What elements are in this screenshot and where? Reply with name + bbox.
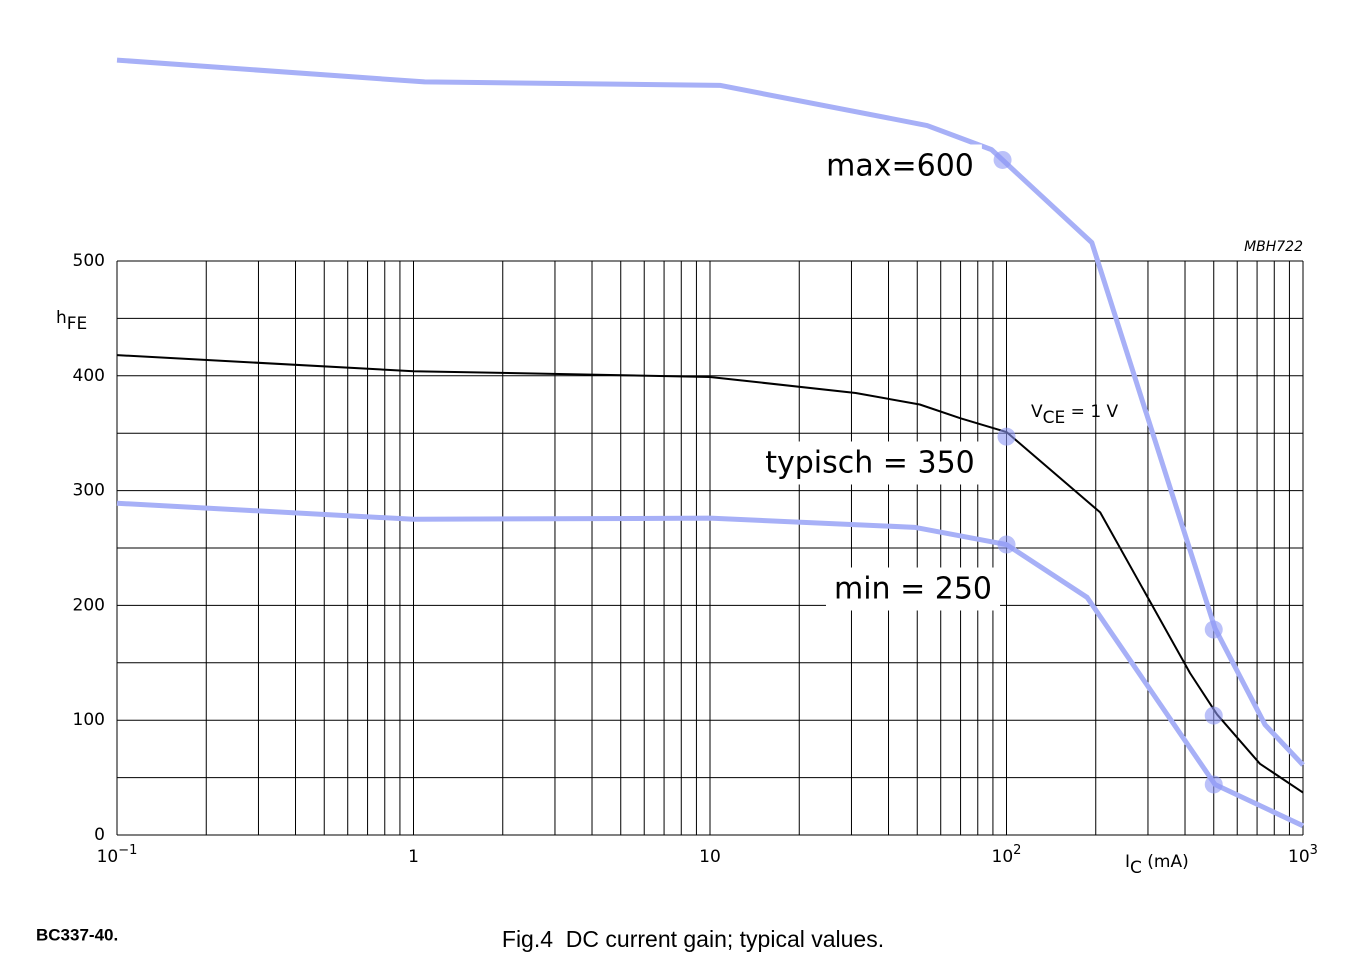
figure-code: MBH722 bbox=[1244, 239, 1303, 255]
series-label: min = 250 bbox=[834, 572, 992, 607]
label-bg bbox=[757, 441, 983, 485]
marker bbox=[1204, 620, 1223, 639]
label-bg bbox=[818, 144, 982, 188]
marker bbox=[997, 535, 1016, 554]
series-label: typisch = 350 bbox=[765, 446, 975, 481]
x-tick-label: 10−1 bbox=[97, 843, 138, 868]
condition-label: VCE = 1 V bbox=[1031, 402, 1119, 428]
y-tick-label: 400 bbox=[73, 366, 105, 386]
series-line bbox=[116, 57, 1305, 767]
label-bg bbox=[825, 567, 1001, 611]
y-axis-label: hFE bbox=[56, 308, 87, 334]
x-tick-label: 10 bbox=[699, 847, 721, 867]
series-label: max=600 bbox=[826, 149, 974, 184]
series-line bbox=[116, 354, 1304, 794]
x-tick-label: 103 bbox=[1288, 843, 1318, 868]
x-tick-base: 10 bbox=[97, 847, 119, 867]
y-tick-label: 300 bbox=[73, 481, 105, 501]
y-tick-label: 0 bbox=[94, 825, 105, 845]
x-axis-label: IC (mA) bbox=[1125, 852, 1189, 878]
label-bg bbox=[1026, 400, 1130, 434]
y-tick-label: 100 bbox=[73, 710, 105, 730]
x-tick-base: 10 bbox=[992, 847, 1014, 867]
x-tick-base: 10 bbox=[699, 847, 721, 867]
x-tick-exponent: 3 bbox=[1310, 843, 1318, 858]
x-tick-exponent: −1 bbox=[118, 843, 137, 858]
marker bbox=[1204, 775, 1223, 794]
series-line bbox=[116, 500, 1305, 829]
y-tick-label: 200 bbox=[73, 595, 105, 615]
x-tick-exponent: 2 bbox=[1013, 843, 1021, 858]
x-tick-label: 1 bbox=[408, 847, 419, 867]
x-tick-label: 102 bbox=[992, 843, 1022, 868]
y-tick-label: 500 bbox=[73, 251, 105, 271]
x-tick-base: 10 bbox=[1288, 847, 1310, 867]
part-number: BC337-40. bbox=[36, 925, 118, 944]
marker bbox=[993, 150, 1012, 169]
marker bbox=[1204, 706, 1223, 725]
marker bbox=[997, 427, 1016, 446]
x-tick-base: 1 bbox=[408, 847, 419, 867]
caption: Fig.4 DC current gain; typical values. bbox=[502, 926, 884, 952]
